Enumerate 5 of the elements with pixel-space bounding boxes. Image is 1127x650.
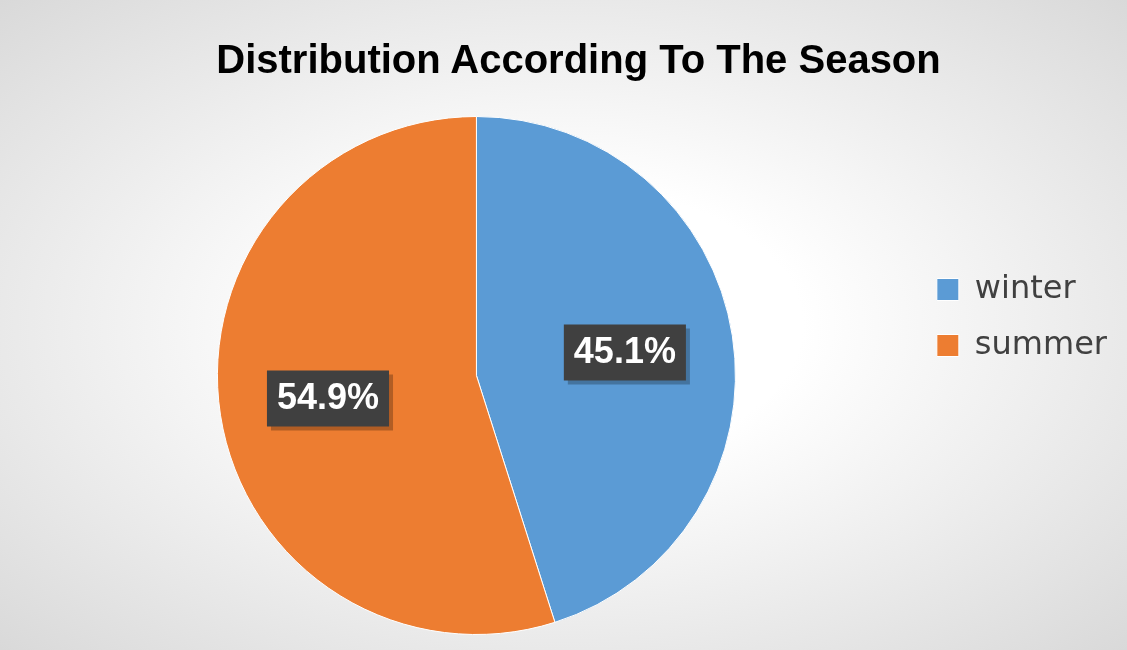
data-label: 45.1% [573,330,676,372]
legend-label: summer [974,323,1108,362]
legend-label: winter [974,267,1077,306]
data-label: 54.9% [276,376,380,418]
chart-title: Distribution According To The Season [216,37,941,82]
